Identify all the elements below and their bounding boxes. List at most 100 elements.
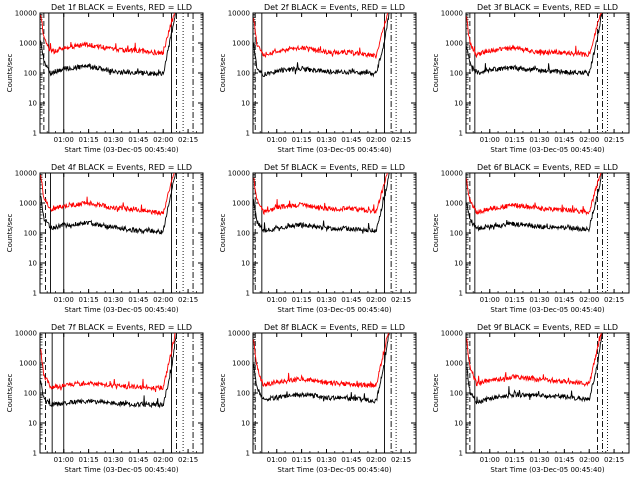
events-series-line [40,13,176,77]
y-tick-label: 1000 [232,200,250,208]
x-tick-label: 01:15 [505,296,525,304]
x-tick-label: 02:00 [366,296,386,304]
y-tick-label: 1 [459,290,463,298]
x-tick-label: 02:00 [153,136,173,144]
plot-frame [39,332,204,454]
y-tick-label: 10000 [441,330,463,338]
x-tick-label: 01:15 [292,136,312,144]
y-tick-label: 1000 [232,40,250,48]
detector-panel-1: Det 1f BLACK = Events, RED = LLD Counts/s… [6,3,204,154]
events-series-line [253,13,390,78]
x-tick-label: 01:45 [554,456,574,464]
x-tick-label: 01:00 [267,136,287,144]
x-tick-label: 01:30 [316,136,336,144]
y-tick-label: 1 [246,290,250,298]
y-tick-label: 1000 [445,40,463,48]
y-tick-label: 1 [33,450,37,458]
x-tick-label: 01:45 [128,296,148,304]
y-tick-label: 1 [459,130,463,138]
events-series-line [40,173,177,235]
y-tick-label: 10000 [15,330,37,338]
y-tick-label: 100 [24,390,37,398]
x-axis-label: Start Time (03-Dec-05 00:45:40) [490,306,604,314]
x-tick-label: 01:15 [505,456,525,464]
panel-title: Det 5f BLACK = Events, RED = LLD [264,163,405,172]
detector-panel-5: Det 5f BLACK = Events, RED = LLD Counts/s… [219,163,417,314]
events-series-line [466,173,602,233]
x-tick-label: 01:15 [292,456,312,464]
x-tick-label: 02:15 [391,136,411,144]
x-tick-label: 01:15 [292,296,312,304]
y-axis-label: Counts/sec [6,214,14,253]
y-tick-label: 100 [237,390,250,398]
x-tick-label: 02:00 [366,136,386,144]
events-series-line [253,333,390,404]
x-tick-label: 02:15 [604,456,624,464]
detector-panel-7: Det 7f BLACK = Events, RED = LLD Counts/s… [6,323,204,474]
panel-title: Det 3f BLACK = Events, RED = LLD [477,3,618,12]
y-axis-label: Counts/sec [432,54,440,93]
detector-panel-9: Det 9f BLACK = Events, RED = LLD Counts/s… [432,323,630,474]
x-tick-label: 02:15 [391,456,411,464]
x-tick-label: 01:15 [79,456,99,464]
x-tick-label: 01:00 [54,136,74,144]
y-axis-label: Counts/sec [6,54,14,93]
x-tick-label: 01:00 [267,456,287,464]
y-tick-label: 100 [450,230,463,238]
detector-panel-4: Det 4f BLACK = Events, RED = LLD Counts/s… [6,163,204,314]
x-tick-label: 02:15 [391,296,411,304]
y-tick-label: 1 [246,450,250,458]
detector-panel-3: Det 3f BLACK = Events, RED = LLD Counts/s… [432,3,630,154]
x-tick-label: 01:30 [103,136,123,144]
detector-panel-2: Det 2f BLACK = Events, RED = LLD Counts/s… [219,3,417,154]
x-tick-label: 01:30 [103,456,123,464]
x-tick-label: 01:30 [529,456,549,464]
events-series-line [253,173,390,234]
x-tick-label: 01:45 [341,136,361,144]
x-tick-label: 02:00 [153,296,173,304]
panel-title: Det 8f BLACK = Events, RED = LLD [264,323,405,332]
y-tick-label: 100 [450,390,463,398]
x-axis-label: Start Time (03-Dec-05 00:45:40) [277,146,391,154]
y-tick-label: 10 [454,420,463,428]
y-tick-label: 1000 [232,360,250,368]
x-tick-label: 01:00 [480,136,500,144]
x-tick-label: 02:15 [178,136,198,144]
x-tick-label: 01:00 [267,296,287,304]
x-axis-label: Start Time (03-Dec-05 00:45:40) [64,306,178,314]
x-tick-label: 01:45 [341,296,361,304]
x-tick-label: 01:30 [316,296,336,304]
lld-series-line [466,173,602,216]
y-tick-label: 100 [24,230,37,238]
x-tick-label: 01:30 [529,136,549,144]
x-tick-label: 02:15 [178,296,198,304]
x-tick-label: 01:30 [316,456,336,464]
y-axis-label: Counts/sec [219,374,227,413]
y-tick-label: 10000 [15,10,37,18]
y-tick-label: 10000 [228,10,250,18]
y-tick-label: 10 [28,100,37,108]
x-tick-label: 01:15 [505,136,525,144]
y-tick-label: 10000 [441,10,463,18]
x-tick-label: 02:15 [604,136,624,144]
detector-panel-8: Det 8f BLACK = Events, RED = LLD Counts/s… [219,323,417,474]
x-tick-label: 01:00 [480,296,500,304]
plot-frame [39,172,204,294]
x-tick-label: 01:45 [554,136,574,144]
lld-series-line [253,333,389,389]
y-tick-label: 10 [28,260,37,268]
panel-title: Det 6f BLACK = Events, RED = LLD [477,163,618,172]
y-tick-label: 1000 [19,360,37,368]
plot-frame [465,12,630,134]
x-axis-label: Start Time (03-Dec-05 00:45:40) [277,466,391,474]
x-tick-label: 02:00 [579,296,599,304]
plot-frame [465,172,630,294]
x-tick-label: 02:00 [579,136,599,144]
panel-title: Det 7f BLACK = Events, RED = LLD [51,323,192,332]
x-tick-label: 02:15 [178,456,198,464]
x-tick-label: 01:00 [480,456,500,464]
y-tick-label: 1000 [19,40,37,48]
y-tick-label: 1 [246,130,250,138]
x-tick-label: 01:15 [79,296,99,304]
events-series-line [466,13,603,77]
